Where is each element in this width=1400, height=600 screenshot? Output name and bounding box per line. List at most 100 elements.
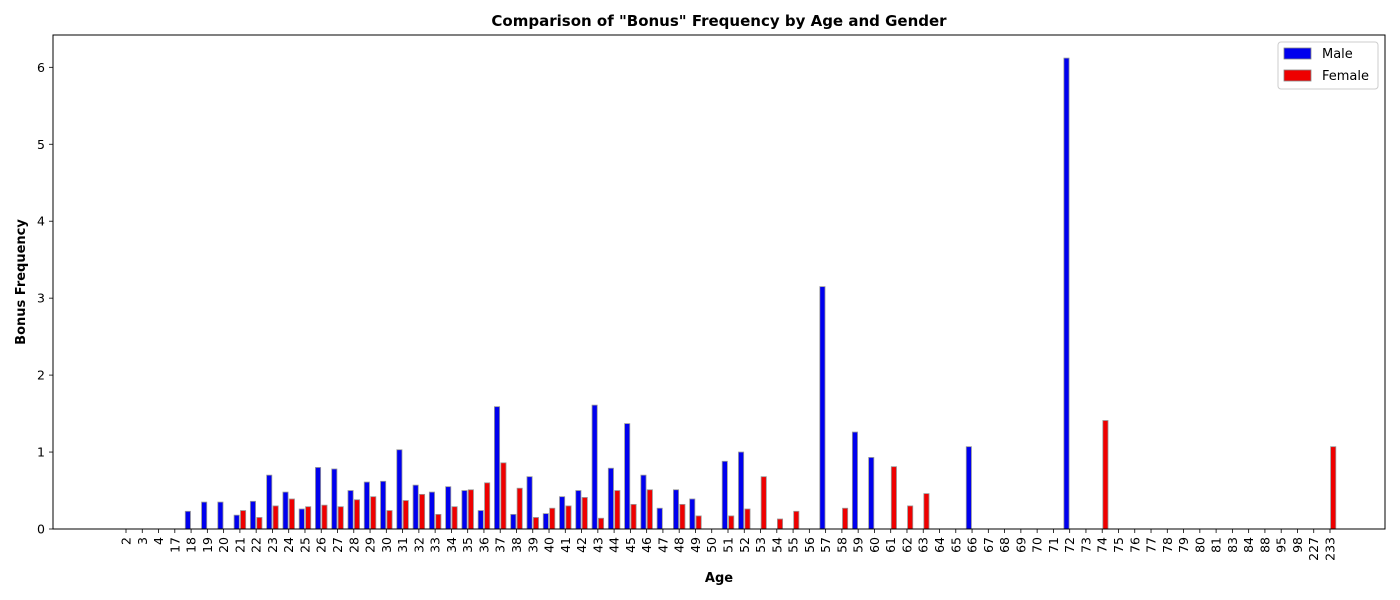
bar-female-age-62 (907, 505, 914, 530)
x-tick-label-39: 39 (525, 537, 540, 553)
bar-male-age-36 (477, 510, 484, 530)
legend-label-female: Female (1322, 69, 1369, 84)
bar-female-age-51 (728, 515, 735, 530)
x-tick-label-80: 80 (1192, 537, 1207, 553)
x-tick-label-20: 20 (216, 537, 231, 553)
x-tick-label-36: 36 (476, 537, 491, 553)
y-tick-label-0: 0 (37, 522, 45, 537)
y-tick-label-1: 1 (37, 445, 45, 460)
x-tick-label-60: 60 (867, 537, 882, 553)
x-tick-label-44: 44 (607, 537, 622, 553)
x-tick-label-52: 52 (737, 537, 752, 553)
bar-female-age-49 (695, 515, 702, 530)
x-tick-label-98: 98 (1290, 537, 1305, 553)
x-tick-label-2: 2 (119, 537, 134, 545)
chart-title: Comparison of "Bonus" Frequency by Age a… (491, 12, 947, 30)
x-tick-label-31: 31 (395, 537, 410, 553)
bar-female-age-23 (272, 505, 279, 530)
x-tick-label-62: 62 (899, 537, 914, 553)
x-tick-label-30: 30 (379, 537, 394, 553)
bar-male-age-27 (331, 468, 338, 530)
x-tick-label-61: 61 (883, 537, 898, 553)
x-tick-label-4: 4 (151, 537, 166, 545)
x-tick-label-69: 69 (1013, 537, 1028, 553)
bar-female-age-39 (532, 517, 539, 530)
bar-male-age-37 (494, 406, 501, 530)
x-tick-label-19: 19 (200, 537, 215, 553)
x-tick-label-49: 49 (688, 537, 703, 553)
x-tick-label-72: 72 (1062, 537, 1077, 553)
legend-swatch-male (1283, 47, 1312, 60)
bar-male-age-18 (184, 510, 191, 530)
bar-male-age-30 (380, 480, 387, 530)
x-tick-label-32: 32 (411, 537, 426, 553)
x-tick-label-48: 48 (672, 537, 687, 553)
x-tick-label-25: 25 (297, 537, 312, 553)
x-tick-label-64: 64 (932, 537, 947, 553)
bar-male-age-22 (249, 500, 256, 530)
bar-female-age-26 (321, 504, 328, 530)
x-tick-label-74: 74 (1095, 537, 1110, 553)
x-tick-label-50: 50 (704, 537, 719, 553)
bar-male-age-66 (965, 446, 972, 530)
x-tick-label-27: 27 (330, 537, 345, 553)
bar-female-age-53 (760, 476, 767, 530)
bar-female-age-44 (614, 490, 621, 530)
bar-male-age-59 (851, 431, 858, 530)
bar-male-age-26 (315, 467, 322, 530)
x-tick-label-233: 233 (1323, 537, 1338, 561)
bar-female-age-42 (581, 497, 588, 530)
y-tick-label-4: 4 (37, 214, 45, 229)
bar-female-age-29 (370, 496, 377, 530)
bars-group (184, 57, 1337, 530)
bar-male-age-49 (689, 498, 696, 530)
bar-male-age-23 (266, 474, 273, 530)
bar-female-age-63 (923, 493, 930, 530)
bar-male-age-52 (738, 451, 745, 530)
y-ticks-group: 0 1 2 3 4 5 6 (37, 60, 53, 537)
bar-female-age-45 (630, 503, 637, 530)
bar-female-age-31 (402, 500, 409, 530)
bar-male-age-42 (575, 490, 582, 530)
bar-female-age-37 (500, 462, 507, 530)
x-tick-label-95: 95 (1274, 537, 1289, 553)
x-tick-label-38: 38 (509, 537, 524, 553)
bar-female-age-28 (353, 499, 360, 530)
bar-male-age-24 (282, 491, 289, 530)
x-tick-label-43: 43 (590, 537, 605, 553)
x-tick-label-77: 77 (1144, 537, 1159, 553)
y-tick-label-5: 5 (37, 137, 45, 152)
x-tick-label-71: 71 (1046, 537, 1061, 553)
bar-male-age-47 (656, 507, 663, 530)
bar-female-age-52 (744, 508, 751, 530)
bar-female-age-33 (435, 513, 442, 530)
x-tick-label-51: 51 (721, 537, 736, 553)
bar-female-age-30 (386, 510, 393, 530)
x-tick-label-227: 227 (1306, 537, 1321, 561)
bar-male-age-38 (510, 513, 517, 530)
x-tick-label-58: 58 (834, 537, 849, 553)
bar-female-age-54 (777, 518, 784, 530)
x-tick-label-83: 83 (1225, 537, 1240, 553)
x-tick-label-23: 23 (265, 537, 280, 553)
x-tick-label-56: 56 (802, 537, 817, 553)
bar-female-age-43 (598, 517, 605, 530)
bar-female-age-38 (516, 487, 523, 530)
bar-female-age-25 (305, 506, 312, 530)
bar-male-age-40 (542, 513, 549, 530)
bar-female-age-36 (484, 482, 491, 530)
x-tick-label-40: 40 (542, 537, 557, 553)
x-tick-label-68: 68 (997, 537, 1012, 553)
bar-male-age-25 (298, 508, 305, 530)
x-tick-label-70: 70 (1030, 537, 1045, 553)
x-tick-label-42: 42 (574, 537, 589, 553)
x-tick-label-34: 34 (444, 537, 459, 553)
x-tick-label-66: 66 (965, 537, 980, 553)
x-ticks-group: 2 3 4 17 18 19 20 21 22 23 24 25 26 27 28 29 30 31 32 33 34 3… (119, 529, 1338, 561)
x-tick-label-22: 22 (249, 537, 264, 553)
x-tick-label-33: 33 (428, 537, 443, 553)
x-tick-label-53: 53 (753, 537, 768, 553)
